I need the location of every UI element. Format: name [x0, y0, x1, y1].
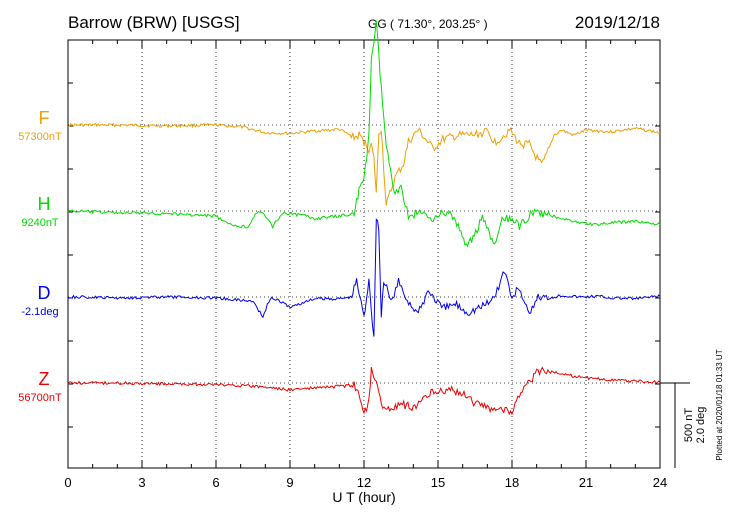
x-tick-label: 3: [138, 475, 145, 490]
series-name-f: F: [39, 108, 50, 128]
x-tick-label: 6: [212, 475, 219, 490]
series-baseline-f: 57300nT: [18, 131, 62, 143]
scale-bar: 500 nT 2.0 deg: [660, 382, 707, 468]
x-tick-label: 21: [579, 475, 593, 490]
date-label: 2019/12/18: [575, 13, 660, 32]
series-line-z: [67, 366, 661, 416]
series-name-d: D: [38, 283, 51, 303]
plotted-at-note: Plotted at 2020/01/18 01:33 UT: [715, 349, 724, 460]
series-baseline-z: 56700nT: [18, 392, 62, 404]
series-line-d: [67, 218, 661, 337]
grid-lines: [68, 40, 660, 468]
x-tick-labels: 0 3 6 9 12 15 18 21 24: [64, 475, 667, 490]
axis-ticks: [67, 40, 661, 468]
series-line-f: [67, 122, 661, 206]
scale-bar-nt-label: 500 nT: [683, 408, 695, 443]
series-name-h: H: [38, 194, 51, 214]
x-tick-label: 0: [64, 475, 71, 490]
x-tick-label: 24: [653, 475, 667, 490]
x-tick-label: 9: [286, 475, 293, 490]
series-baseline-h: 9240nT: [21, 217, 59, 229]
coordinates-label: GG ( 71.30°, 203.25° ): [368, 17, 488, 31]
series-name-z: Z: [39, 369, 50, 389]
x-tick-label: 15: [431, 475, 445, 490]
station-title: Barrow (BRW) [USGS]: [68, 13, 240, 32]
x-tick-label: 18: [505, 475, 519, 490]
series-line-h: [67, 20, 661, 248]
series-baseline-d: -2.1deg: [21, 306, 58, 318]
x-tick-label: 12: [357, 475, 371, 490]
series-lines: [67, 20, 661, 416]
x-axis-label: U T (hour): [332, 489, 395, 505]
series-labels: F 57300nT H 9240nT D -2.1deg Z 56700nT: [18, 108, 62, 404]
scale-bar-deg-label: 2.0 deg: [695, 407, 707, 444]
